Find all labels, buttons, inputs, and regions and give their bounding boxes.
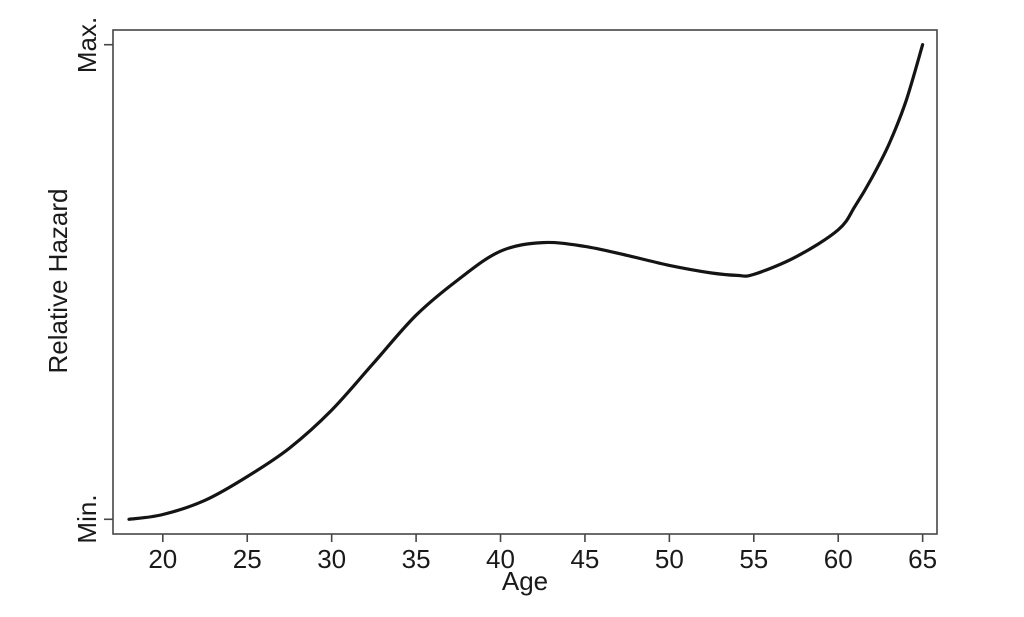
y-axis-label: Relative Hazard — [43, 188, 73, 374]
x-tick-label: 50 — [655, 544, 684, 574]
hazard-curve — [127, 43, 925, 521]
x-tick-label: 55 — [739, 544, 768, 574]
x-axis-label: Age — [501, 566, 549, 596]
plot-border — [112, 29, 938, 535]
x-tick-label: 65 — [908, 544, 937, 574]
x-tick-label: 35 — [402, 544, 431, 574]
x-tick-label: 45 — [570, 544, 599, 574]
y-tick-label-max: Max. — [72, 16, 102, 74]
y-tick-label-min: Min. — [72, 494, 102, 544]
x-tick-label: 60 — [824, 544, 853, 574]
x-tick-label: 25 — [233, 544, 262, 574]
x-tick-label: 40 — [486, 544, 515, 574]
x-tick-label: 20 — [148, 544, 177, 574]
x-tick-label: 30 — [317, 544, 346, 574]
